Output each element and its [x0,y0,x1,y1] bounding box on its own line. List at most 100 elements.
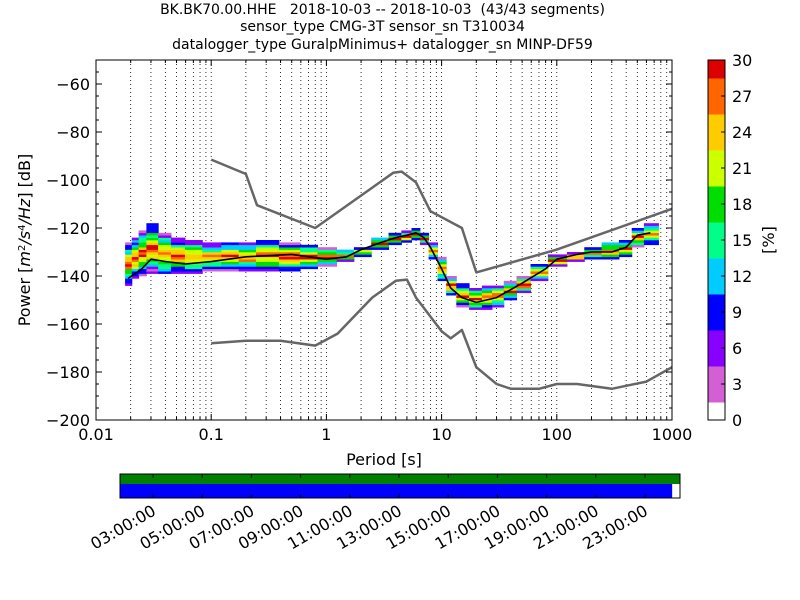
psd-cell [446,280,457,284]
psd-cell [146,266,159,270]
psd-cell [146,237,159,241]
psd-cell [138,254,147,258]
colorbar [708,60,725,421]
psd-cell [428,247,439,250]
psd-cell [131,268,140,272]
psd-cell [601,249,620,253]
colorbar-step [708,312,725,319]
y-tick-label: −200 [46,411,90,430]
colorbar-step [708,390,725,397]
psd-cell [492,290,505,294]
psd-cell [138,252,147,255]
x-tick-label: 1 [321,425,331,444]
psd-cell [530,264,549,267]
psd-cell [492,285,505,289]
psd-cell [446,292,457,296]
psd-cell [317,249,338,253]
psd-cell [481,295,493,298]
psd-cell [516,283,532,286]
psd-cell [138,237,147,241]
colorbar-step [708,282,725,289]
psd-cell [371,240,390,243]
psd-cell [170,237,186,241]
psd-cell [131,242,140,246]
psd-cell [456,292,470,296]
psd-cell [401,230,412,234]
psd-cell [411,235,421,238]
psd-cell [158,264,172,267]
psd-cell [601,244,620,248]
psd-cell [643,232,659,236]
psd-cell [278,259,301,262]
psd-cell [146,232,159,236]
psd-cell [184,249,203,253]
psd-cell [125,244,133,248]
psd-cell [419,242,430,246]
psd-cell [221,264,240,267]
psd-cell [138,230,147,234]
psd-cell [566,259,585,262]
psd-cell [547,261,568,265]
y-tick-label: −120 [46,219,90,238]
psd-cell [411,230,421,234]
psd-cell [428,254,439,258]
psd-cell [138,244,147,248]
psd-cell [317,264,338,267]
psd-cell [278,249,301,253]
psd-cell [158,232,172,236]
colorbar-step [708,216,725,223]
psd-cell [401,237,412,241]
psd-cell [158,235,172,238]
psd-cell [631,228,645,231]
colorbar-step [708,324,725,331]
psd-cell [317,254,338,258]
noise-model-upper [210,158,673,274]
psd-cell [131,273,140,277]
psd-cell [221,266,240,270]
psd-cell [158,259,172,262]
psd-cell [170,259,186,262]
psd-cell [300,244,318,248]
psd-cell [547,256,568,260]
psd-cell [428,256,439,260]
psd-cell [456,300,470,303]
psd-cell [601,256,620,260]
psd-cell [469,288,483,291]
colorbar-step [708,318,725,325]
psd-cell [138,273,147,277]
psd-cell [530,266,549,270]
psd-cell [278,252,301,255]
psd-cell [469,300,483,303]
colorbar-step [708,252,725,259]
psd-cell [492,300,505,303]
psd-cell [437,264,447,267]
psd-cell [278,247,301,250]
psd-cell [238,249,257,253]
psd-cell [125,264,133,267]
psd-cell [371,244,390,248]
psd-cell [584,247,603,250]
psd-cell [125,283,133,286]
psd-cell [131,252,140,255]
psd-cell [618,252,633,255]
colorbar-step [708,108,725,115]
psd-cell [146,256,159,260]
psd-cell [388,232,402,236]
psd-cell [146,254,159,258]
psd-cell [184,271,203,274]
colorbar-step [708,372,725,379]
psd-cell [158,247,172,250]
psd-cell [146,225,159,229]
colorbar-step [708,300,725,307]
psd-cell [388,242,402,246]
psd-cell [481,285,493,289]
psd-cell [184,244,203,248]
psd-cell [256,240,280,243]
psd-cell [184,254,203,258]
colorbar-tick-label: 18 [732,195,752,214]
psd-cell [146,247,159,250]
psd-cell [584,252,603,255]
chart-title-line-2: sensor_type CMG-3T sensor_sn T310034 [240,19,525,35]
psd-cell [456,297,470,301]
x-axis-label: Period [s] [346,450,422,469]
